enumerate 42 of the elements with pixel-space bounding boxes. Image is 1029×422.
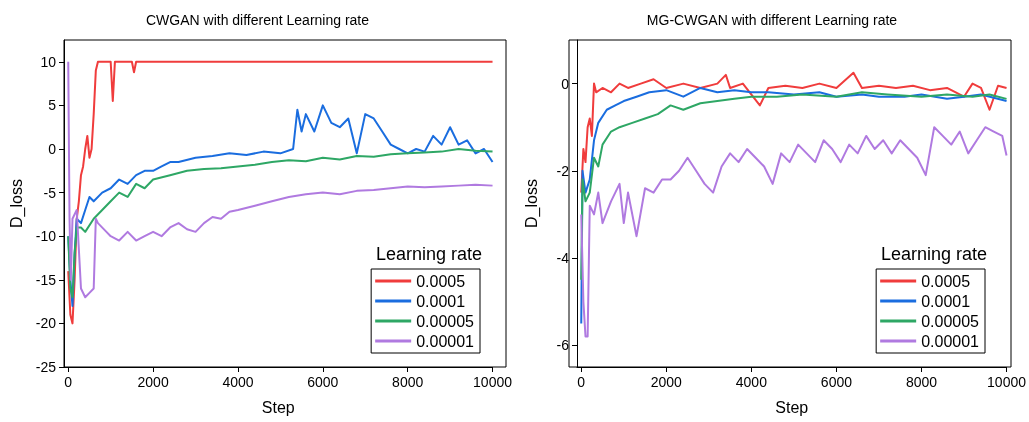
y-tick-label: 0 (561, 75, 570, 92)
x-tick-label: 0 (64, 374, 73, 390)
y-tick-label: -15 (35, 271, 57, 288)
chart-title: MG-CWGAN with different Learning rate (646, 12, 898, 28)
y-tick-label: -25 (35, 359, 57, 375)
legend-label: 0.00005 (921, 312, 980, 330)
legend-label: 0.00001 (921, 332, 980, 350)
chart-title: CWGAN with different Learning rate (145, 12, 370, 28)
x-tick-label: 0 (577, 374, 586, 390)
legend-title: Learning rate (375, 244, 482, 264)
legend-label: 0.0001 (416, 292, 466, 310)
y-tick-label: 5 (48, 97, 57, 114)
y-tick-label: -20 (35, 315, 57, 332)
y-tick-label: -5 (43, 184, 57, 201)
x-tick-label: 10000 (987, 374, 1027, 390)
legend-label: 0.00005 (416, 312, 475, 330)
legend-label: 0.0005 (416, 272, 466, 290)
line-series (580, 71, 1008, 194)
x-tick-label: 10000 (473, 374, 513, 390)
y-tick-label: -4 (556, 250, 570, 266)
legend-label: 0.0005 (921, 272, 971, 290)
x-tick-label: 2000 (650, 374, 683, 390)
y-tick-label: 10 (40, 53, 57, 70)
y-tick-label: -2 (556, 162, 570, 179)
line-series (67, 104, 494, 307)
y-axis-title: D_loss (522, 179, 541, 228)
x-tick-label: 2000 (137, 374, 169, 390)
y-tick-label: 0 (48, 141, 57, 157)
x-tick-label: 6000 (820, 374, 853, 390)
x-axis-title: Step (775, 398, 809, 416)
x-tick-label: 4000 (222, 374, 254, 390)
x-axis-title: Step (261, 398, 295, 416)
legend-label: 0.00001 (416, 332, 475, 350)
legend-title: Learning rate (880, 244, 987, 264)
y-axis-title: D_loss (8, 179, 27, 228)
x-tick-label: 8000 (392, 374, 424, 390)
x-tick-label: 4000 (735, 374, 768, 390)
y-tick-label: -10 (35, 228, 57, 245)
x-tick-label: 8000 (905, 374, 938, 390)
legend-label: 0.0001 (921, 292, 971, 310)
x-tick-label: 6000 (307, 374, 339, 390)
y-tick-label: -6 (556, 337, 570, 354)
